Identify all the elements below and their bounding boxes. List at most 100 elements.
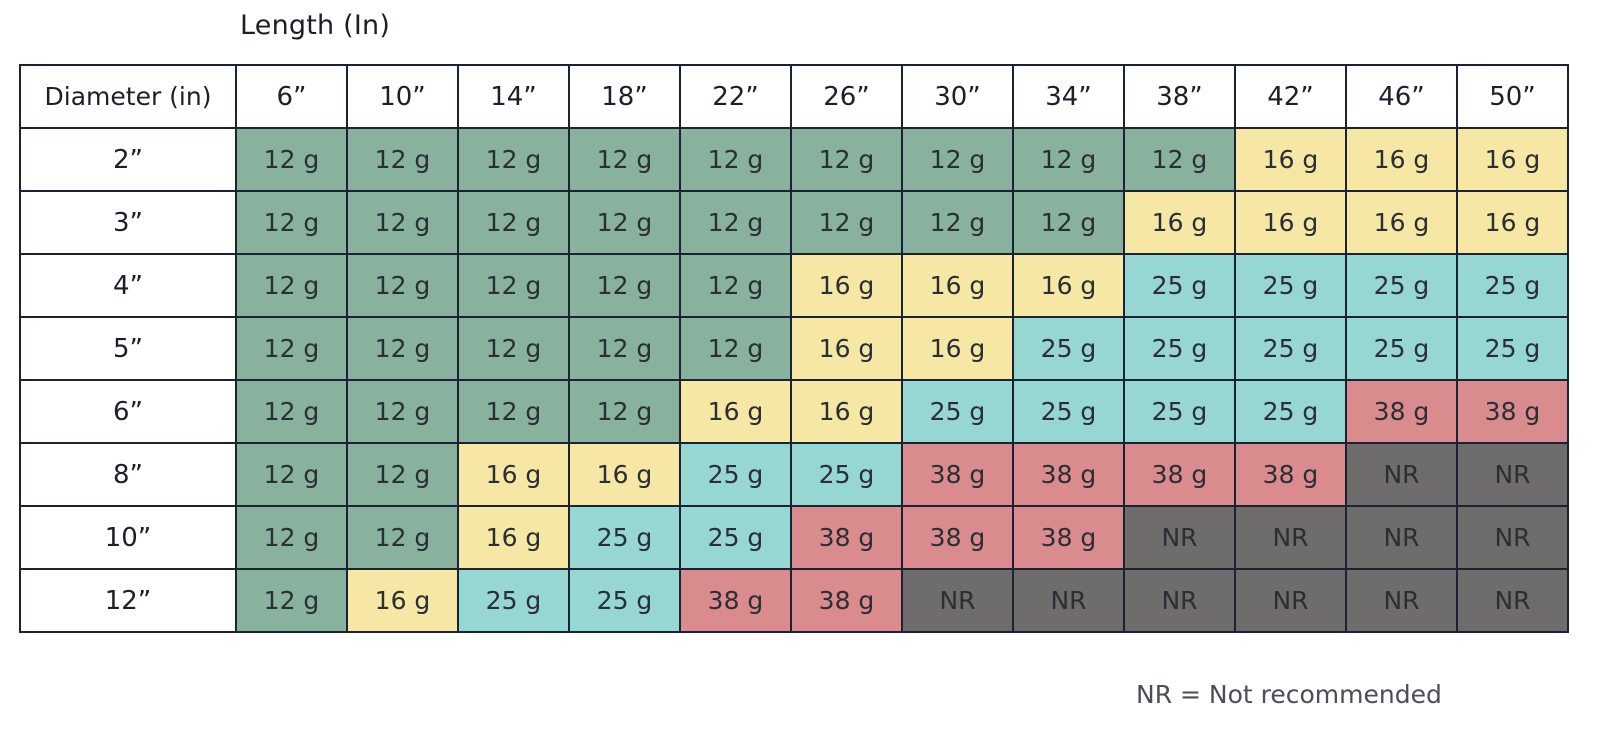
table-cell: 25 g — [1234, 253, 1347, 318]
table-cell: 12 g — [235, 379, 348, 444]
table-cell: 12 g — [346, 190, 459, 255]
table-cell: 38 g — [790, 505, 903, 570]
table-cell: NR — [1123, 568, 1236, 633]
table-row: 5” 12 g 12 g 12 g 12 g 12 g 16 g 16 g 25 g 25 g 25… — [19, 316, 1569, 381]
table-cell: 12 g — [568, 379, 681, 444]
table-row: 3” 12 g 12 g 12 g 12 g 12 g 12 g 12 g 12 g 16 g 16… — [19, 190, 1569, 255]
table-cell: 12 g — [346, 379, 459, 444]
table-cell: 25 g — [1345, 253, 1458, 318]
table-row: 8” 12 g 12 g 16 g 16 g 25 g 25 g 38 g 38 g 38 g 38… — [19, 442, 1569, 507]
table-cell: 12 g — [346, 442, 459, 507]
table-cell: 25 g — [790, 442, 903, 507]
table-cell: 12 g — [457, 127, 570, 192]
table-cell: 12 g — [679, 190, 792, 255]
table-cell: 12 g — [568, 316, 681, 381]
row-header: 10” — [19, 505, 237, 570]
table-cell: 12 g — [568, 127, 681, 192]
table-cell: 16 g — [1012, 253, 1125, 318]
table-cell: 16 g — [1456, 190, 1569, 255]
table-cell: 12 g — [457, 190, 570, 255]
table-cell: NR — [1123, 505, 1236, 570]
table-cell: 16 g — [790, 253, 903, 318]
table-cell: 12 g — [235, 316, 348, 381]
table-cell: 12 g — [790, 127, 903, 192]
table-cell: 38 g — [679, 568, 792, 633]
row-header: 4” — [19, 253, 237, 318]
table-cell: NR — [1345, 442, 1458, 507]
table-cell: 38 g — [901, 505, 1014, 570]
table-cell: 16 g — [790, 316, 903, 381]
column-header: 30” — [901, 64, 1014, 129]
table-cell: 25 g — [1012, 316, 1125, 381]
table-cell: NR — [1456, 442, 1569, 507]
table-cell: 12 g — [235, 568, 348, 633]
table-cell: 25 g — [568, 505, 681, 570]
table-cell: 38 g — [1012, 442, 1125, 507]
table-cell: 12 g — [568, 253, 681, 318]
table-cell: 25 g — [457, 568, 570, 633]
table-cell: 12 g — [346, 505, 459, 570]
table-cell: 25 g — [1234, 379, 1347, 444]
table-cell: NR — [1345, 568, 1458, 633]
table-cell: 12 g — [1123, 127, 1236, 192]
table-cell: 16 g — [679, 379, 792, 444]
table-cell: 38 g — [1234, 442, 1347, 507]
table-cell: 12 g — [568, 190, 681, 255]
table-cell: 12 g — [346, 316, 459, 381]
table-cell: 12 g — [235, 127, 348, 192]
table-cell: 12 g — [679, 127, 792, 192]
table-cell: 25 g — [1234, 316, 1347, 381]
row-header: 12” — [19, 568, 237, 633]
row-header: 6” — [19, 379, 237, 444]
table-cell: 12 g — [235, 190, 348, 255]
row-axis-label: Diameter (in) — [19, 64, 237, 129]
table-cell: 12 g — [346, 127, 459, 192]
table-cell: NR — [1234, 568, 1347, 633]
table-cell: 16 g — [457, 505, 570, 570]
table-cell: NR — [901, 568, 1014, 633]
column-header: 38” — [1123, 64, 1236, 129]
column-header: 26” — [790, 64, 903, 129]
grain-table: Diameter (in) 6” 10” 14” 18” 22” 26” 30” 34” 38”… — [19, 64, 1569, 633]
table-cell: 16 g — [346, 568, 459, 633]
table-cell: NR — [1012, 568, 1125, 633]
table-cell: 12 g — [1012, 127, 1125, 192]
table-cell: NR — [1345, 505, 1458, 570]
table-cell: 16 g — [568, 442, 681, 507]
table-cell: 16 g — [1456, 127, 1569, 192]
table-cell: 16 g — [1345, 190, 1458, 255]
table-row: 2” 12 g 12 g 12 g 12 g 12 g 12 g 12 g 12 g 12 g 16… — [19, 127, 1569, 192]
table-cell: 25 g — [1456, 316, 1569, 381]
table-cell: 16 g — [1345, 127, 1458, 192]
table-cell: 12 g — [235, 253, 348, 318]
table-cell: 38 g — [901, 442, 1014, 507]
column-header: 14” — [457, 64, 570, 129]
table-cell: NR — [1456, 568, 1569, 633]
table-row: 12” 12 g 16 g 25 g 25 g 38 g 38 g NR NR NR NR NR NR — [19, 568, 1569, 633]
table-cell: 12 g — [235, 442, 348, 507]
table-cell: 38 g — [1123, 442, 1236, 507]
table-cell: NR — [1456, 505, 1569, 570]
table-cell: 16 g — [1234, 127, 1347, 192]
table-cell: 12 g — [679, 253, 792, 318]
table-cell: 38 g — [1012, 505, 1125, 570]
column-header: 34” — [1012, 64, 1125, 129]
table-cell: 12 g — [457, 316, 570, 381]
table-cell: 12 g — [235, 505, 348, 570]
row-header: 5” — [19, 316, 237, 381]
table-cell: 25 g — [1345, 316, 1458, 381]
table-cell: 12 g — [457, 253, 570, 318]
table-cell: 16 g — [790, 379, 903, 444]
row-header: 2” — [19, 127, 237, 192]
table-cell: 25 g — [1012, 379, 1125, 444]
header-row: Diameter (in) 6” 10” 14” 18” 22” 26” 30” 34” 38”… — [19, 64, 1569, 129]
table-cell: 25 g — [1456, 253, 1569, 318]
table-cell: NR — [1234, 505, 1347, 570]
table-cell: 16 g — [901, 253, 1014, 318]
table-cell: 16 g — [1123, 190, 1236, 255]
table-cell: 38 g — [1345, 379, 1458, 444]
table-cell: 25 g — [568, 568, 681, 633]
table-cell: 12 g — [679, 316, 792, 381]
table-cell: 12 g — [790, 190, 903, 255]
column-header: 6” — [235, 64, 348, 129]
